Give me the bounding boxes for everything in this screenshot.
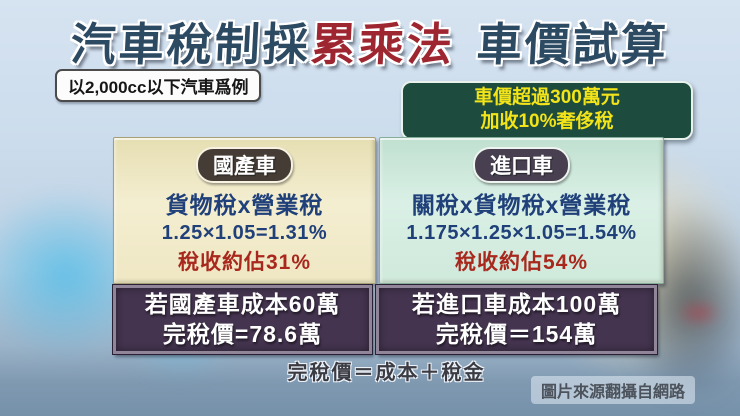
luxury-tax-note-line1: 車價超過300萬元	[474, 87, 620, 108]
dutypaid-price-formula-note: 完稅價＝成本＋稅金	[287, 362, 486, 384]
domestic-example-dutypaid-price: 完稅價=78.6萬	[162, 320, 323, 347]
import-tax-formula-label: 關稅x貨物稅x營業稅	[411, 192, 632, 218]
example-boxes: 若國產車成本60萬 完稅價=78.6萬 若進口車成本100萬 完稅價＝154萬	[113, 285, 657, 354]
import-example-cost: 若進口車成本100萬	[411, 290, 622, 317]
example-scope-chip: 以2,000cc以下汽車爲例	[55, 69, 262, 102]
import-example-dutypaid-price: 完稅價＝154萬	[435, 320, 598, 347]
domestic-car-card: 國產車 貨物稅x營業稅 1.25×1.05=1.31% 稅收約佔31%	[113, 137, 376, 284]
luxury-tax-note-bubble: 車價超過300萬元 加收10%奢侈稅	[401, 81, 693, 152]
background-taillight-blur	[676, 300, 722, 326]
page-title: 汽車稅制採累乘法 車價試算	[0, 8, 740, 73]
domestic-example-box: 若國產車成本60萬 完稅價=78.6萬	[113, 285, 372, 354]
import-car-header-badge: 進口車	[473, 147, 570, 183]
import-car-card: 進口車 關稅x貨物稅x營業稅 1.175×1.25×1.05=1.54% 稅收約…	[379, 137, 664, 284]
domestic-tax-formula-label: 貨物稅x營業稅	[165, 192, 324, 218]
import-tax-share: 稅收約佔54%	[454, 251, 589, 274]
title-segment-2: 車價試算	[475, 19, 671, 70]
domestic-tax-share: 稅收約佔31%	[177, 251, 312, 274]
domestic-car-header-badge: 國產車	[196, 147, 293, 183]
domestic-example-cost: 若國產車成本60萬	[144, 290, 341, 317]
title-segment-1: 汽車稅制採	[69, 19, 313, 70]
title-highlight: 累乘法	[309, 19, 457, 70]
comparison-cards: 國產車 貨物稅x營業稅 1.25×1.05=1.31% 稅收約佔31% 進口車 …	[113, 137, 664, 284]
import-example-box: 若進口車成本100萬 完稅價＝154萬	[376, 285, 657, 354]
domestic-tax-calculation: 1.25×1.05=1.31%	[161, 222, 328, 244]
import-tax-calculation: 1.175×1.25×1.05=1.54%	[406, 222, 637, 244]
image-source-credit: 圖片來源翻攝自網路	[531, 376, 696, 404]
luxury-tax-note-line2: 加收10%奢侈稅	[480, 110, 614, 132]
